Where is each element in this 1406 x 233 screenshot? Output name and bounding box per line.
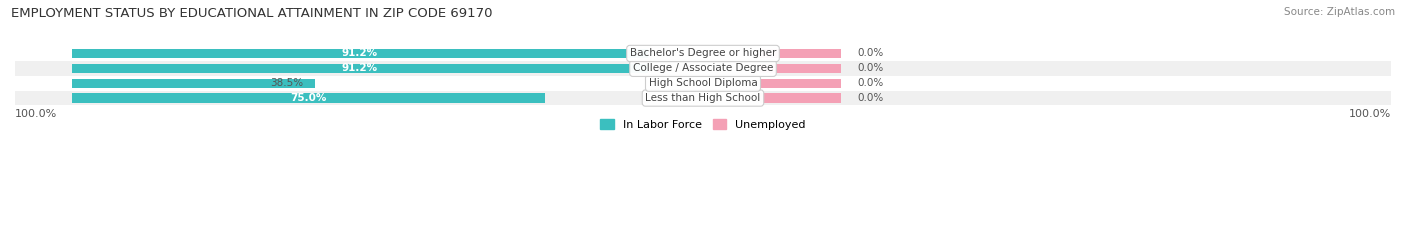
Bar — [761, 49, 841, 58]
Bar — [72, 64, 648, 73]
Text: College / Associate Degree: College / Associate Degree — [633, 63, 773, 73]
Text: EMPLOYMENT STATUS BY EDUCATIONAL ATTAINMENT IN ZIP CODE 69170: EMPLOYMENT STATUS BY EDUCATIONAL ATTAINM… — [11, 7, 492, 20]
Bar — [15, 46, 1391, 61]
Text: Less than High School: Less than High School — [645, 93, 761, 103]
Bar — [72, 49, 648, 58]
Bar — [761, 79, 841, 88]
Text: 91.2%: 91.2% — [342, 48, 378, 58]
Bar — [761, 64, 841, 73]
Bar — [15, 61, 1391, 76]
Bar — [15, 76, 1391, 91]
Bar — [72, 79, 315, 88]
Text: 0.0%: 0.0% — [858, 63, 884, 73]
Text: Source: ZipAtlas.com: Source: ZipAtlas.com — [1284, 7, 1395, 17]
Text: 75.0%: 75.0% — [291, 93, 328, 103]
Text: 100.0%: 100.0% — [15, 109, 58, 119]
Text: 0.0%: 0.0% — [858, 48, 884, 58]
Text: 0.0%: 0.0% — [858, 93, 884, 103]
Bar — [761, 93, 841, 103]
Text: 0.0%: 0.0% — [858, 78, 884, 88]
Text: 91.2%: 91.2% — [342, 63, 378, 73]
Legend: In Labor Force, Unemployed: In Labor Force, Unemployed — [596, 115, 810, 134]
Text: 100.0%: 100.0% — [1348, 109, 1391, 119]
Bar — [15, 91, 1391, 106]
Text: Bachelor's Degree or higher: Bachelor's Degree or higher — [630, 48, 776, 58]
Text: High School Diploma: High School Diploma — [648, 78, 758, 88]
Bar — [72, 93, 546, 103]
Text: 38.5%: 38.5% — [270, 78, 304, 88]
